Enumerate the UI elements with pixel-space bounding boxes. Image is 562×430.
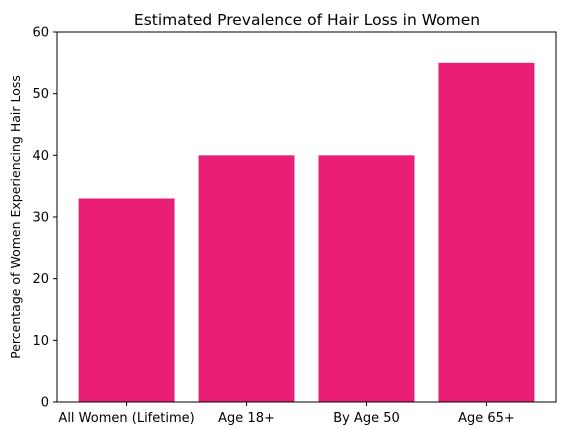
y-tick-label-3: 30 (32, 211, 49, 226)
bar-1 (198, 155, 295, 402)
x-axis: All Women (Lifetime) Age 18+ By Age 50 Age … (58, 402, 515, 426)
x-tick-label-0: All Women (Lifetime) (58, 411, 194, 426)
plot-frame (56, 31, 557, 403)
y-tick-label-1: 10 (32, 334, 49, 349)
bars-group (78, 62, 535, 402)
x-tick-label-1: Age 18+ (218, 411, 275, 426)
y-axis-label: Percentage of Women Experiencing Hair Lo… (8, 75, 23, 359)
y-tick-label-6: 60 (32, 26, 49, 41)
bar-3 (438, 62, 535, 402)
y-tick-label-2: 20 (32, 272, 49, 287)
bar-2 (318, 155, 415, 402)
y-tick-label-0: 0 (41, 396, 49, 411)
y-tick-label-4: 40 (32, 149, 49, 164)
chart-title: Estimated Prevalence of Hair Loss in Wom… (134, 11, 480, 29)
x-tick-label-2: By Age 50 (333, 411, 400, 426)
y-axis: 0 10 20 30 40 50 60 (32, 26, 57, 411)
y-tick-label-5: 50 (32, 87, 49, 102)
x-tick-label-3: Age 65+ (458, 411, 515, 426)
bar-0 (78, 198, 175, 402)
